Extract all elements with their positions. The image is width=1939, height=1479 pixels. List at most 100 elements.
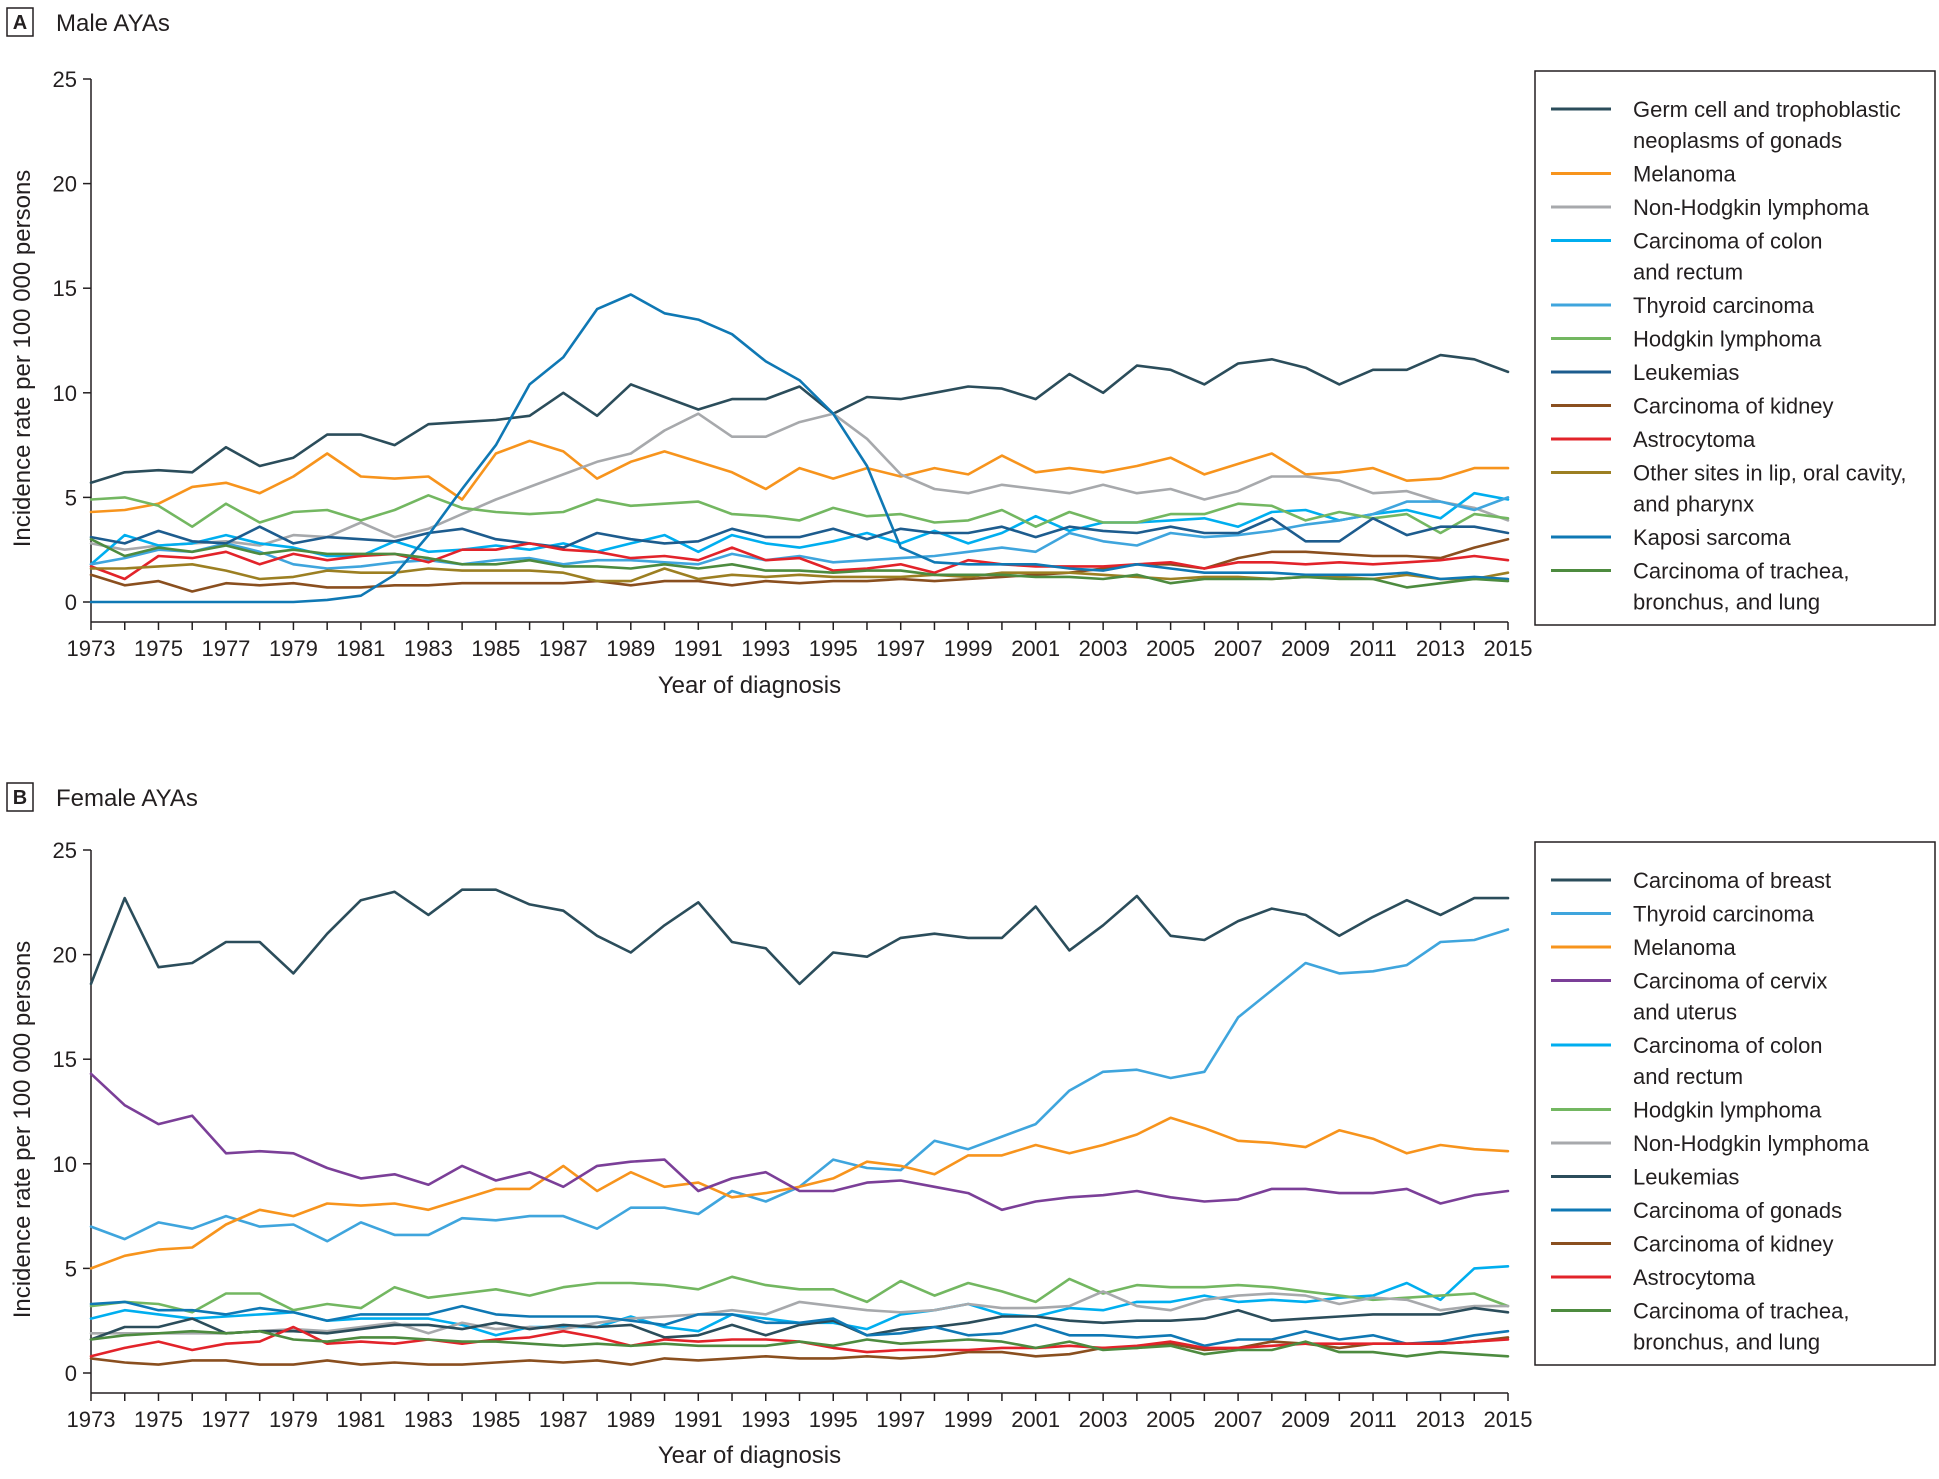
legend-label: Hodgkin lymphoma (1633, 327, 1822, 352)
panel-a-letter-box (6, 7, 34, 37)
y-tick-label: 5 (65, 1256, 77, 1281)
series-line-5 (89, 496, 1510, 570)
panel-b-header: B Female AYAs (6, 782, 198, 812)
series-line-8 (89, 537, 1510, 593)
series-line-7 (89, 516, 1510, 549)
legend-label: Carcinoma of kidney (1633, 1232, 1834, 1257)
x-tick-label: 1977 (201, 1407, 250, 1432)
y-tick-label: 10 (53, 1152, 77, 1177)
series-line-6 (89, 493, 1510, 535)
series-line-8 (89, 1306, 1510, 1341)
legend-label: and pharynx (1633, 492, 1754, 517)
legend-label: Leukemias (1633, 1165, 1739, 1190)
panel-a-header: A Male AYAs (6, 7, 170, 37)
series-line-2 (89, 439, 1510, 514)
legend-label: Carcinoma of cervix (1633, 969, 1827, 994)
series-line-3 (89, 412, 1510, 552)
legend: Germ cell and trophoblastic neoplasms of … (1534, 70, 1936, 626)
x-tick-label: 1979 (269, 1407, 318, 1432)
panel-b-letter: B (13, 787, 27, 809)
legend-label: Carcinoma of colon (1633, 1033, 1823, 1058)
y-axis-title: Incidence rate per 100 000 persons (9, 170, 36, 548)
legend-label: and rectum (1633, 260, 1743, 285)
x-tick-label: 2011 (1349, 1407, 1396, 1432)
x-tick-label: 1983 (404, 1407, 453, 1432)
series-line-12 (89, 1329, 1510, 1358)
series-line-3 (89, 1116, 1510, 1270)
x-tick-label: 1997 (876, 1407, 925, 1432)
legend-label: Thyroid carcinoma (1633, 293, 1815, 318)
x-tick-label: 1985 (471, 636, 520, 661)
legend-label: and rectum (1633, 1064, 1743, 1089)
legend-label: Non-Hodgkin lymphoma (1633, 1131, 1870, 1156)
legend-label: Astrocytoma (1633, 427, 1756, 452)
x-tick-label: 1999 (944, 636, 993, 661)
series-line-10 (89, 1336, 1510, 1366)
series-line-1 (89, 888, 1510, 986)
x-tick-label: 2013 (1416, 636, 1465, 661)
x-tick-label: 2015 (1484, 1407, 1533, 1432)
legend-label: Other sites in lip, oral cavity, (1633, 461, 1906, 486)
legend-label: bronchus, and lung (1633, 1330, 1820, 1355)
series-line-12 (89, 537, 1510, 589)
x-tick-label: 1999 (944, 1407, 993, 1432)
legend-label: Carcinoma of kidney (1633, 394, 1834, 419)
series-line-4 (89, 491, 1510, 566)
x-tick-label: 1985 (471, 1407, 520, 1432)
x-tick-label: 1975 (134, 1407, 183, 1432)
y-tick-label: 20 (53, 172, 77, 197)
series-line-9 (89, 1300, 1510, 1348)
legend-label: Hodgkin lymphoma (1633, 1098, 1822, 1123)
x-tick-label: 2005 (1146, 1407, 1195, 1432)
legend-label: bronchus, and lung (1633, 590, 1820, 615)
panel-b-letter-box (6, 782, 34, 812)
x-tick-label: 1993 (741, 636, 790, 661)
y-tick-label: 25 (53, 838, 77, 863)
legend-label: Astrocytoma (1633, 1265, 1756, 1290)
y-tick-label: 25 (53, 67, 77, 92)
panel-a-letter: A (13, 12, 27, 34)
y-tick-label: 0 (65, 1361, 77, 1386)
x-tick-label: 1989 (606, 1407, 655, 1432)
y-axis-title: Incidence rate per 100 000 persons (9, 941, 36, 1319)
legend-label: Thyroid carcinoma (1633, 902, 1815, 927)
x-tick-label: 2015 (1484, 636, 1533, 661)
legend-label: Carcinoma of breast (1633, 868, 1831, 893)
panel-a-title: Male AYAs (56, 10, 170, 37)
legend-box (1534, 70, 1936, 626)
x-tick-label: 1993 (741, 1407, 790, 1432)
x-tick-label: 1975 (134, 636, 183, 661)
legend-label: Carcinoma of trachea, (1633, 1299, 1849, 1324)
y-tick-label: 20 (53, 943, 77, 968)
series-line-1 (89, 353, 1510, 485)
legend-label: Germ cell and trophoblastic (1633, 97, 1901, 122)
series-line-6 (89, 1275, 1510, 1314)
legend-label: neoplasms of gonads (1633, 128, 1842, 153)
x-tick-label: 1997 (876, 636, 925, 661)
legend-label: and uterus (1633, 1000, 1737, 1025)
legend-label: Melanoma (1633, 935, 1736, 960)
x-tick-label: 2007 (1214, 1407, 1263, 1432)
x-tick-label: 2005 (1146, 636, 1195, 661)
x-tick-label: 2007 (1214, 636, 1263, 661)
y-tick-label: 15 (53, 1047, 77, 1072)
panel-a-chart: 0 5 10 15 20 25 1973 1975 1977 1979 1981 1983 1985 19… (9, 67, 1936, 699)
legend-label: Non-Hodgkin lymphoma (1633, 195, 1870, 220)
series-line-7 (89, 1290, 1510, 1335)
legend: Carcinoma of breast Thyroid carcinoma Mela… (1534, 841, 1936, 1366)
panel-b-chart: 0 5 10 15 20 25 1973 1975 1977 1979 1981 1983 1985 19… (9, 838, 1936, 1469)
legend-label: Melanoma (1633, 162, 1736, 187)
x-tick-label: 1995 (809, 1407, 858, 1432)
series-line-9 (89, 542, 1510, 581)
x-tick-label: 2003 (1079, 636, 1128, 661)
legend-label: Kaposi sarcoma (1633, 525, 1792, 550)
series-line-4 (89, 1072, 1510, 1212)
x-tick-label: 1981 (336, 636, 385, 661)
x-tick-label: 1987 (539, 1407, 588, 1432)
series-line-2 (89, 928, 1510, 1243)
x-tick-label: 1973 (67, 636, 116, 661)
x-tick-label: 1995 (809, 636, 858, 661)
x-tick-label: 2013 (1416, 1407, 1465, 1432)
series-line-11 (89, 293, 1510, 604)
